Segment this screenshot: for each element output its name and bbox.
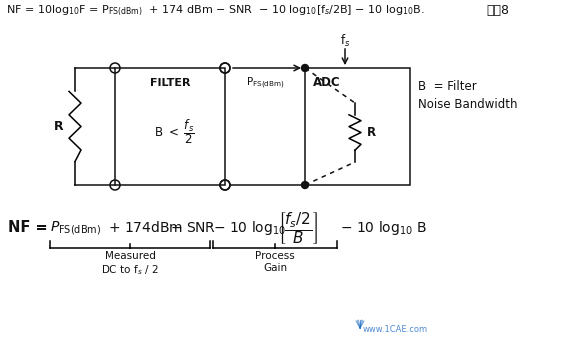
Bar xyxy=(305,68,410,185)
Text: B  = Filter
Noise Bandwidth: B = Filter Noise Bandwidth xyxy=(418,79,518,110)
Text: $\left[\dfrac{f_s/2}{B}\right]$: $\left[\dfrac{f_s/2}{B}\right]$ xyxy=(278,210,318,246)
Text: ADC: ADC xyxy=(313,76,341,89)
Text: FILTER: FILTER xyxy=(150,78,190,88)
Text: $-$ SNR: $-$ SNR xyxy=(170,221,216,235)
Text: www.1CAE.com: www.1CAE.com xyxy=(363,326,427,334)
Text: $P_{\rm FS(dBm)}$: $P_{\rm FS(dBm)}$ xyxy=(50,219,101,237)
Bar xyxy=(115,68,225,185)
Circle shape xyxy=(301,65,308,71)
Text: NF = 10log$_{10}$F = P$_{\rm FS(dBm)}$  + 174 dBm $-$ SNR  $-$ 10 log$_{10}$[f$_: NF = 10log$_{10}$F = P$_{\rm FS(dBm)}$ +… xyxy=(6,4,424,18)
Text: $+$ 174dBm: $+$ 174dBm xyxy=(108,221,183,236)
Text: P$_{\rm FS(dBm)}$: P$_{\rm FS(dBm)}$ xyxy=(245,75,284,91)
Text: Measured
DC to f$_s$ / 2: Measured DC to f$_s$ / 2 xyxy=(101,251,159,277)
Text: NF =: NF = xyxy=(8,221,47,236)
Circle shape xyxy=(301,182,308,188)
Text: f$_s$: f$_s$ xyxy=(340,33,350,49)
Text: R: R xyxy=(54,120,64,133)
Text: B $<$ $\dfrac{f_s}{2}$: B $<$ $\dfrac{f_s}{2}$ xyxy=(154,118,194,146)
Text: $-$ 10 log$_{10}$ B: $-$ 10 log$_{10}$ B xyxy=(340,219,427,237)
Text: $-$ 10 log$_{10}$: $-$ 10 log$_{10}$ xyxy=(213,219,286,237)
Text: Process
Gain: Process Gain xyxy=(255,251,295,273)
Text: 等式8: 等式8 xyxy=(486,4,509,17)
Text: R: R xyxy=(367,126,376,139)
